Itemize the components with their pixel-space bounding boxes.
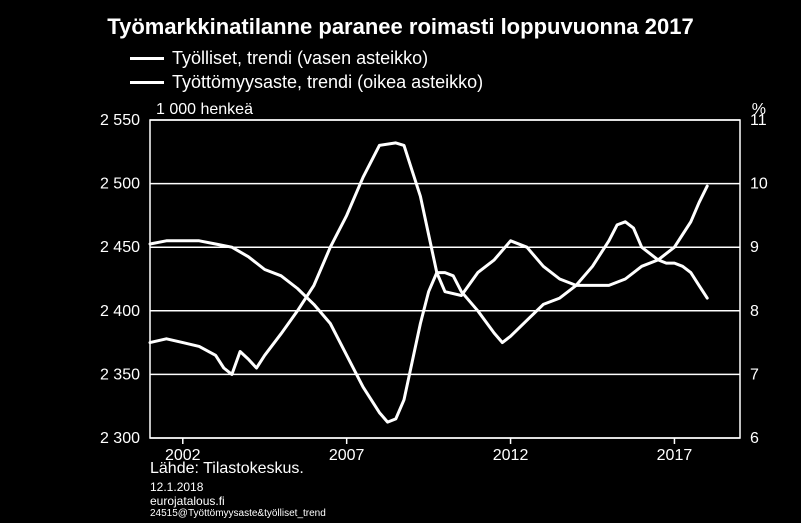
y-left-tick-label: 2 500 — [100, 176, 140, 193]
y-right-tick-label: 6 — [750, 430, 759, 447]
source-label: Lähde: Tilastokeskus. — [150, 460, 304, 478]
y-right-tick-label: 7 — [750, 366, 759, 383]
site-label: eurojatalous.fi — [150, 494, 225, 508]
plot-border — [150, 120, 740, 438]
date-label: 12.1.2018 — [150, 480, 203, 494]
y-right-tick-label: 10 — [750, 176, 768, 193]
y-left-tick-label: 2 350 — [100, 366, 140, 383]
chart-plot: 2 3002 3502 4002 4502 5002 5506789101120… — [0, 0, 801, 523]
series-employed — [150, 143, 707, 375]
y-left-tick-label: 2 550 — [100, 112, 140, 129]
y-left-tick-label: 2 400 — [100, 303, 140, 320]
unit-left-label: 1 000 henkeä — [156, 101, 253, 118]
y-left-tick-label: 2 300 — [100, 430, 140, 447]
y-right-tick-label: 9 — [750, 239, 759, 256]
series-unemployment — [150, 222, 707, 422]
x-tick-label: 2012 — [493, 447, 529, 464]
code-label: 24515@Työttömyysaste&työlliset_trend — [150, 508, 326, 519]
unit-right-label: % — [752, 101, 766, 118]
y-left-tick-label: 2 450 — [100, 239, 140, 256]
y-right-tick-label: 8 — [750, 303, 759, 320]
x-tick-label: 2007 — [329, 447, 365, 464]
x-tick-label: 2017 — [657, 447, 693, 464]
chart-container: Työmarkkinatilanne paranee roimasti lopp… — [0, 0, 801, 523]
